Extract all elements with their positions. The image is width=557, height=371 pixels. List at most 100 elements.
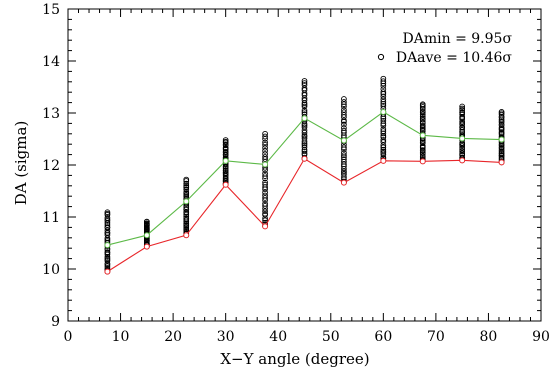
scatter-point bbox=[262, 151, 268, 157]
y-tick-label: 14 bbox=[42, 54, 60, 70]
scatter-point bbox=[301, 109, 308, 116]
scatter-point bbox=[301, 80, 308, 86]
scatter-point bbox=[183, 206, 190, 213]
scatter-point bbox=[341, 109, 347, 116]
scatter-point bbox=[183, 215, 190, 222]
scatter-point bbox=[419, 119, 426, 125]
scatter-point bbox=[341, 127, 347, 134]
scatter-point bbox=[301, 135, 308, 142]
legend-marker-circle bbox=[377, 53, 385, 61]
scatter-point bbox=[104, 215, 111, 221]
daave-point bbox=[104, 242, 111, 249]
daave-point bbox=[419, 132, 426, 139]
scatter-point bbox=[262, 208, 268, 215]
scatter-point bbox=[262, 200, 268, 207]
scatter-point bbox=[341, 125, 347, 131]
y-tick-label: 13 bbox=[42, 106, 60, 122]
y-axis-label: DA (sigma) bbox=[12, 121, 30, 206]
scatter-point bbox=[459, 126, 466, 133]
y-tick-label: 11 bbox=[42, 210, 60, 226]
x-axis-label: X−Y angle (degree) bbox=[220, 350, 369, 368]
damin-line bbox=[107, 157, 502, 273]
y-tick-label: 15 bbox=[42, 2, 60, 18]
x-tick-label: 10 bbox=[112, 329, 130, 345]
scatter-point bbox=[341, 171, 347, 178]
scatter-point bbox=[459, 148, 466, 155]
scatter-point bbox=[380, 99, 387, 105]
scatter-point bbox=[301, 107, 308, 114]
legend-entry-daave: DAave = 10.46σ bbox=[396, 50, 513, 66]
daave-point bbox=[340, 137, 347, 144]
daave-line bbox=[107, 111, 502, 246]
scatter-point bbox=[419, 104, 426, 110]
scatter-point bbox=[222, 138, 229, 145]
scatter-point bbox=[104, 263, 111, 270]
scatter-point bbox=[183, 180, 190, 187]
scatter-point bbox=[380, 118, 387, 124]
damin-point bbox=[301, 155, 308, 162]
scatter-point bbox=[498, 152, 505, 159]
scatter-point bbox=[380, 78, 387, 85]
damin-point bbox=[419, 158, 426, 165]
scatter-point bbox=[419, 101, 426, 108]
daave-point bbox=[262, 161, 269, 168]
scatter-point bbox=[419, 108, 426, 115]
scatter-point bbox=[222, 167, 229, 174]
scatter-point bbox=[222, 169, 229, 176]
x-tick-label: 90 bbox=[532, 329, 550, 345]
scatter-point bbox=[262, 203, 268, 209]
scatter-point bbox=[459, 103, 466, 110]
scatter-point bbox=[183, 211, 190, 218]
scatter-point bbox=[341, 121, 347, 128]
scatter-point bbox=[301, 78, 308, 84]
scatter-point bbox=[380, 128, 387, 134]
scatter-point bbox=[341, 152, 347, 159]
scatter-point bbox=[262, 189, 268, 196]
scatter-point bbox=[262, 170, 268, 177]
damin-point bbox=[340, 179, 347, 186]
scatter-point bbox=[459, 109, 466, 115]
scatter-point bbox=[380, 96, 387, 103]
scatter-point bbox=[104, 224, 111, 230]
scatter-point bbox=[380, 144, 387, 151]
daave-point bbox=[143, 232, 150, 239]
scatter-point bbox=[262, 144, 268, 151]
scatter-point bbox=[341, 99, 347, 105]
scatter-point bbox=[459, 105, 466, 112]
damin-point bbox=[262, 223, 269, 230]
scatter-point bbox=[104, 210, 111, 217]
scatter-point bbox=[104, 249, 111, 255]
scatter-point bbox=[301, 103, 308, 110]
daave-point bbox=[498, 136, 505, 143]
x-tick-label: 60 bbox=[374, 329, 392, 345]
scatter-point bbox=[262, 173, 268, 179]
scatter-point bbox=[380, 126, 387, 132]
damin-point bbox=[143, 243, 150, 250]
daave-point bbox=[459, 135, 466, 142]
daave-point bbox=[380, 108, 387, 115]
scatter-point bbox=[419, 111, 426, 118]
scatter-point bbox=[301, 148, 308, 155]
scatter-point bbox=[104, 209, 111, 216]
x-tick-label: 70 bbox=[427, 329, 445, 345]
scatter-point bbox=[104, 260, 111, 267]
scatter-point bbox=[143, 218, 150, 225]
scatter-point bbox=[222, 137, 229, 143]
scatter-point bbox=[301, 144, 308, 151]
scatter-point bbox=[104, 227, 111, 234]
daave-point bbox=[222, 157, 229, 164]
daave-point bbox=[301, 115, 308, 122]
scatter-point bbox=[419, 122, 426, 129]
x-tick-label: 40 bbox=[269, 329, 287, 345]
scatter-point bbox=[380, 148, 387, 155]
scatter-point bbox=[301, 142, 308, 148]
legend: DAmin = 9.95σ DAave = 10.46σ bbox=[377, 31, 513, 66]
scatter-points bbox=[104, 75, 505, 275]
scatter-point bbox=[262, 195, 268, 201]
damin-point bbox=[380, 157, 387, 164]
tick-labels: 0 10 20 30 40 50 60 70 80 90 9 10 11 12 13 14 15 bbox=[42, 2, 550, 345]
scatter-point bbox=[262, 192, 268, 199]
scatter-point bbox=[380, 86, 387, 92]
scatter-point bbox=[262, 179, 268, 186]
scatter-point bbox=[459, 124, 466, 130]
